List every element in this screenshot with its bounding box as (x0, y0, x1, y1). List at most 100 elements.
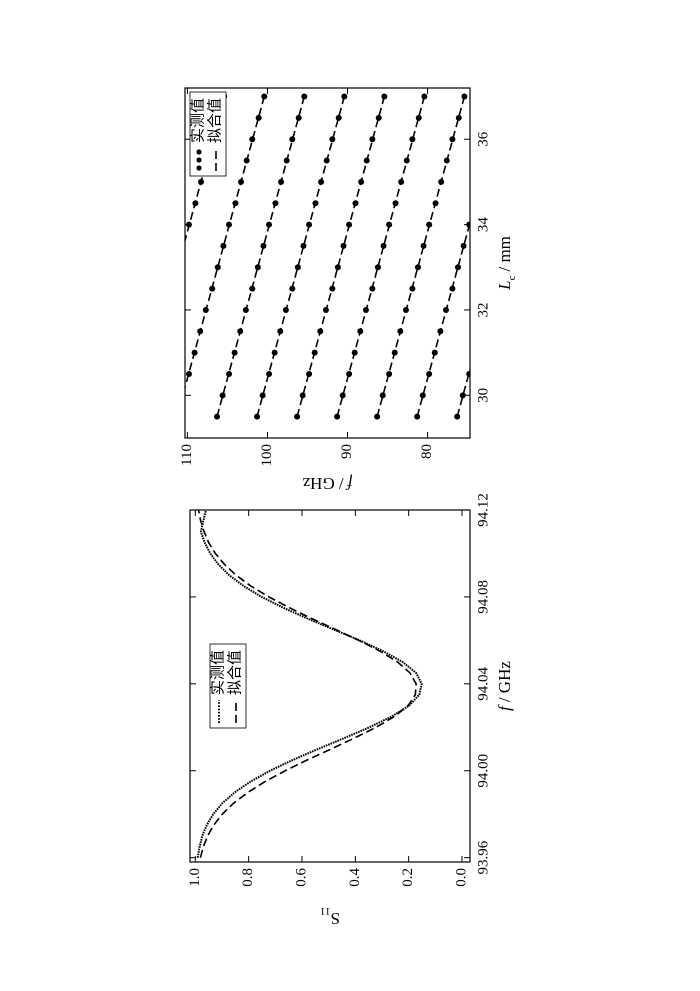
data-point (409, 136, 416, 143)
data-point (260, 242, 267, 249)
fit-line (256, 96, 346, 417)
fit-line (416, 96, 470, 417)
data-point (346, 370, 353, 377)
data-point (259, 392, 266, 399)
legend-label: 拟合值 (226, 650, 243, 695)
data-point (415, 114, 422, 121)
legend-marker (196, 157, 202, 163)
data-point (295, 114, 302, 121)
data-point (375, 114, 382, 121)
x-tick-label: 30 (475, 388, 491, 403)
fit-line (336, 96, 426, 417)
data-point (220, 242, 227, 249)
fit-line (185, 96, 266, 417)
data-point (420, 242, 427, 249)
data-point (335, 114, 342, 121)
x-tick-label: 94.12 (475, 493, 491, 527)
axis-subscript: 11 (320, 905, 331, 917)
data-point (214, 264, 221, 271)
data-point (261, 93, 268, 100)
y-tick-label: 90 (339, 444, 355, 459)
data-point (461, 93, 468, 100)
data-point (329, 136, 336, 143)
data-point (426, 370, 433, 377)
x-tick-label: 36 (475, 131, 491, 147)
data-point (219, 392, 226, 399)
y-tick-label: 0.2 (400, 868, 416, 887)
x-tick-label: 32 (475, 302, 491, 317)
legend-marker (196, 149, 202, 155)
data-point (386, 370, 393, 377)
x-tick-label: 94.00 (475, 754, 491, 788)
data-point (255, 114, 262, 121)
data-point (459, 392, 466, 399)
curve (196, 510, 423, 858)
legend-label: 实测值 (189, 98, 206, 143)
data-point (306, 370, 313, 377)
legend-box (189, 91, 227, 177)
data-point (419, 392, 426, 399)
axis-subscript: c (506, 275, 518, 280)
axis-symbol: L (495, 280, 514, 290)
chart: 30 32 34 36 80 90 100 110 Lc / mm f/ GHz 实测值 拟合值 (179, 87, 518, 493)
legend-marker (196, 165, 202, 171)
y-tick-label: 110 (179, 444, 195, 466)
y-axis-label: S11 (320, 905, 340, 928)
axis-symbol: S (331, 909, 340, 928)
x-tick-label: 94.04 (475, 666, 491, 700)
chart: 93.96 94.00 94.04 94.08 94.12 0.0 0.2 0.4 0.6 0.8… (187, 493, 514, 928)
data-point (381, 93, 388, 100)
legend-label: 实测值 (209, 650, 226, 695)
data-point (301, 93, 308, 100)
data-point (421, 93, 428, 100)
data-point (374, 264, 381, 271)
axis-symbol: f (345, 474, 352, 493)
data-point (340, 242, 347, 249)
legend-label: 拟合值 (206, 98, 223, 143)
data-point (339, 392, 346, 399)
data-point (226, 370, 233, 377)
data-point (449, 136, 456, 143)
data-point (249, 136, 256, 143)
data-point (186, 370, 193, 377)
axis-unit: / GHz (302, 474, 344, 493)
axis-unit: / GHz (495, 661, 514, 703)
data-point (460, 242, 467, 249)
fit-line (376, 96, 466, 417)
y-tick-label: 0.6 (293, 868, 309, 887)
x-tick-label: 34 (475, 217, 491, 233)
data-point (266, 370, 273, 377)
data-point (254, 264, 261, 271)
y-tick-label: 0.4 (347, 868, 363, 887)
plot-frame (184, 87, 471, 439)
data-point (341, 93, 348, 100)
x-axis-label: Lc / mm (495, 236, 518, 291)
y-tick-label: 100 (259, 444, 275, 467)
data-point (289, 136, 296, 143)
axis-unit: / mm (495, 236, 514, 271)
plot-area (196, 510, 423, 858)
axis-symbol: f (495, 704, 514, 711)
y-tick-label: 1.0 (187, 868, 203, 887)
y-tick-label: 0.8 (240, 868, 256, 887)
x-tick-label: 93.96 (475, 840, 491, 874)
y-tick-label: 80 (419, 444, 435, 459)
data-point (380, 242, 387, 249)
plot-frame (189, 509, 471, 863)
data-point (334, 264, 341, 271)
x-tick-label: 94.08 (475, 580, 491, 614)
fit-line (296, 96, 386, 417)
legend: 实测值 拟合值 (189, 91, 227, 177)
fit-line (216, 96, 306, 417)
x-axis-label: f/ GHz (495, 661, 514, 711)
data-point (369, 136, 376, 143)
data-point (300, 242, 307, 249)
curve (197, 510, 417, 858)
plot-area (185, 93, 470, 420)
data-point (414, 264, 421, 271)
data-point (379, 392, 386, 399)
data-point (299, 392, 306, 399)
legend: 实测值 拟合值 (209, 643, 247, 729)
